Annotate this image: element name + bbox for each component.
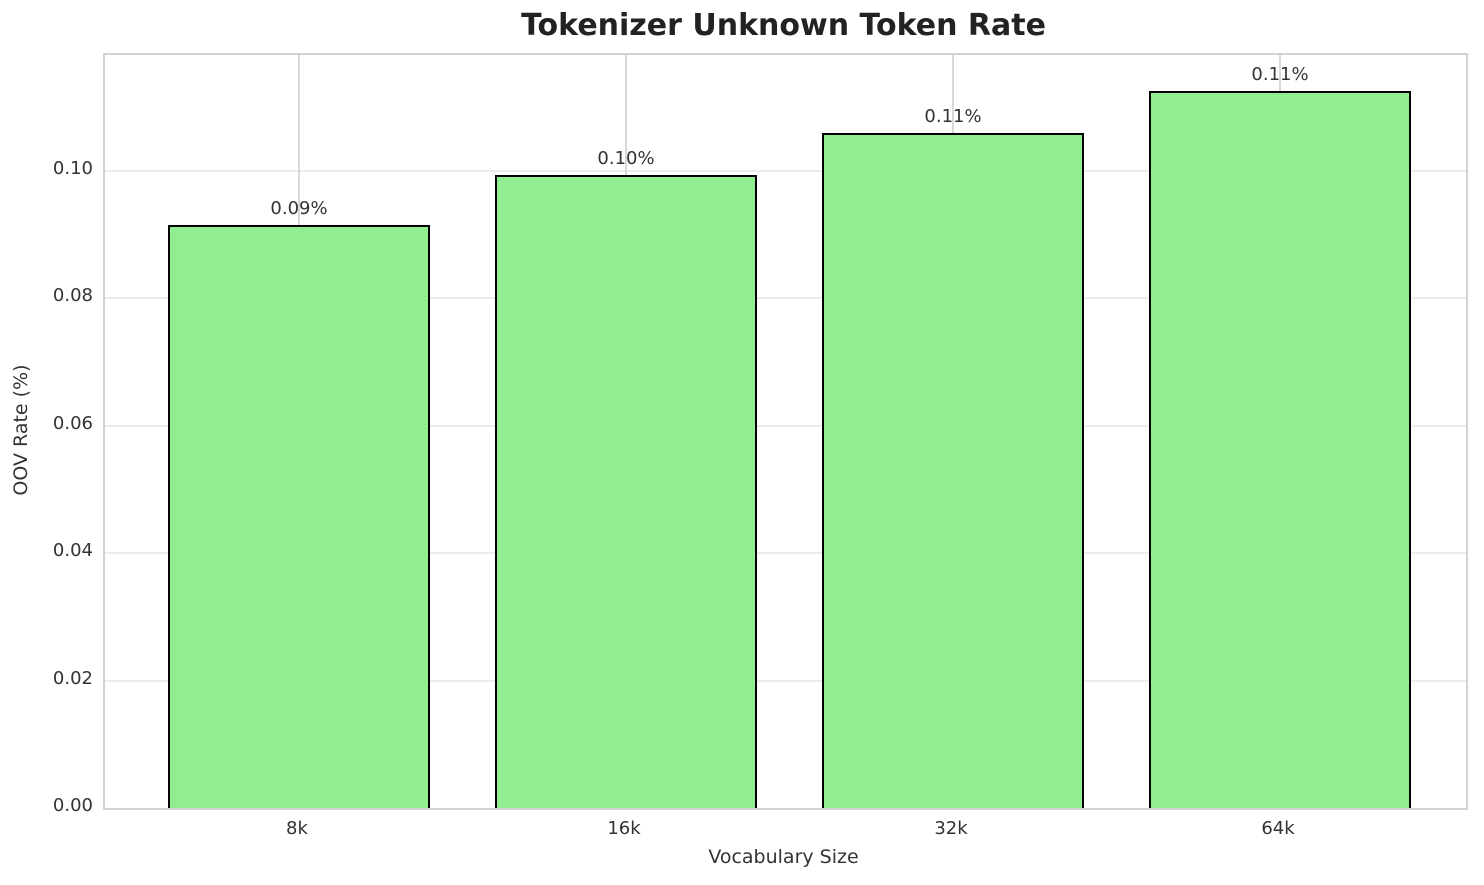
y-tick-label: 0.04	[52, 540, 93, 562]
y-gridline	[105, 424, 1466, 427]
y-gridline	[105, 169, 1466, 172]
bar-value-label: 0.09%	[270, 198, 328, 220]
y-gridline	[105, 679, 1466, 682]
bar-value-label: 0.10%	[597, 147, 655, 169]
x-axis-label: Vocabulary Size	[708, 846, 859, 868]
bar-8k	[168, 225, 430, 808]
y-tick-label: 0.08	[52, 285, 93, 307]
plot-area: 0.09% 0.10% 0.11% 0.11%	[103, 53, 1468, 810]
y-axis-ticks: 0.00 0.02 0.04 0.06 0.08 0.10	[0, 53, 93, 816]
x-tick-label: 16k	[607, 818, 641, 839]
x-tick-label: 8k	[286, 818, 308, 839]
y-tick-label: 0.06	[52, 412, 93, 434]
bar-16k	[495, 174, 757, 808]
bar-value-label: 0.11%	[1251, 64, 1309, 86]
bar-value-label: 0.11%	[924, 105, 982, 127]
bar-64k	[1149, 91, 1411, 808]
y-gridline	[105, 297, 1466, 300]
chart-title: Tokenizer Unknown Token Rate	[521, 8, 1046, 43]
x-axis-ticks: 8k 16k 32k 64k	[103, 818, 1464, 842]
y-tick-label: 0.00	[52, 795, 93, 816]
x-tick-label: 32k	[934, 818, 968, 839]
y-tick-label: 0.10	[52, 157, 93, 179]
bar-32k	[822, 132, 1084, 808]
x-tick-label: 64k	[1261, 818, 1295, 839]
y-gridline	[105, 552, 1466, 555]
y-tick-label: 0.02	[52, 667, 93, 689]
